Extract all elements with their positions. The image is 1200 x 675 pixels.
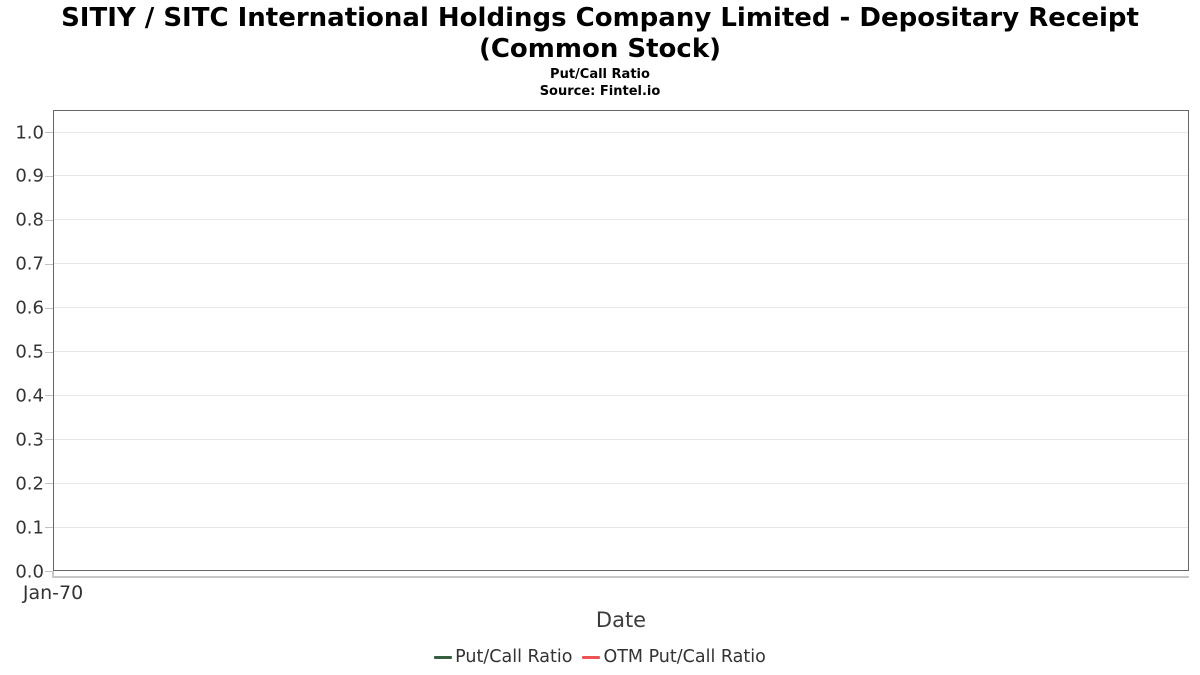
y-tick-label: 0.0 — [15, 561, 44, 582]
chart-legend: Put/Call Ratio OTM Put/Call Ratio — [0, 647, 1200, 667]
y-axis-tick — [45, 483, 53, 485]
y-axis-tick — [45, 527, 53, 529]
y-tick-label: 0.8 — [15, 209, 44, 231]
legend-item: Put/Call Ratio — [434, 647, 572, 667]
y-tick-label: 0.1 — [15, 517, 44, 539]
y-tick-label: 0.4 — [15, 385, 44, 407]
legend-series-dash-icon — [434, 655, 453, 659]
plot-area — [53, 110, 1189, 571]
y-tick-label: 0.9 — [15, 165, 44, 187]
x-axis-tick — [52, 571, 54, 578]
y-tick-label: 0.6 — [15, 297, 44, 319]
legend-series-dash-icon — [582, 655, 601, 659]
y-gridline — [54, 351, 1188, 352]
y-axis-tick — [45, 439, 53, 441]
y-gridline — [54, 307, 1188, 309]
y-tick-label: 0.3 — [15, 429, 44, 451]
legend-series-label: OTM Put/Call Ratio — [603, 647, 766, 667]
y-gridline — [54, 526, 1188, 528]
y-axis-tick — [45, 175, 53, 177]
x-axis-title: Date — [595, 608, 647, 632]
x-tick-label: Jan-70 — [22, 582, 84, 604]
chart-title: SITIY / SITC International Holdings Comp… — [61, 3, 1139, 64]
y-axis-tick — [45, 395, 53, 397]
y-axis-tick — [45, 307, 53, 309]
y-tick-label: 0.2 — [15, 473, 44, 495]
y-gridline — [54, 175, 1188, 177]
y-gridline — [54, 482, 1188, 484]
y-axis-tick — [45, 351, 53, 353]
y-axis-tick — [45, 571, 53, 572]
chart-source-credit: Source: Fintel.io — [539, 84, 661, 99]
y-gridline — [54, 131, 1188, 133]
x-axis-line — [53, 576, 1189, 578]
y-tick-label: 1.0 — [15, 122, 44, 143]
y-tick-label: 0.7 — [15, 253, 44, 275]
y-gridline — [54, 263, 1188, 265]
legend-item: OTM Put/Call Ratio — [582, 647, 766, 667]
y-axis-tick — [45, 219, 53, 221]
chart-subtitle: Put/Call Ratio — [550, 67, 650, 82]
y-tick-label: 0.5 — [15, 341, 44, 363]
legend-series-label: Put/Call Ratio — [455, 647, 573, 667]
y-axis-tick — [45, 263, 53, 265]
y-axis-tick — [45, 132, 53, 133]
y-gridline — [54, 394, 1188, 396]
y-gridline — [54, 438, 1188, 440]
y-gridline — [54, 219, 1188, 221]
